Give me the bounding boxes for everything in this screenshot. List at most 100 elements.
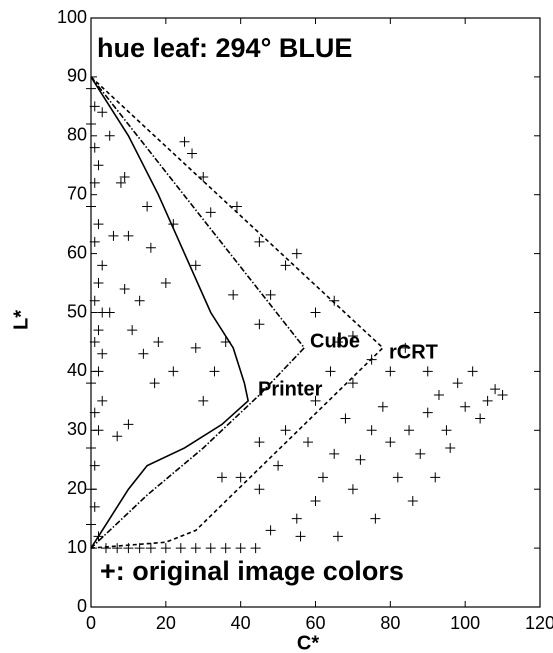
point: [179, 136, 190, 147]
point: [89, 460, 100, 471]
point: [332, 336, 343, 347]
point: [370, 513, 381, 524]
point: [422, 366, 433, 377]
point: [310, 395, 321, 406]
point: [89, 407, 100, 418]
point: [119, 172, 130, 183]
point: [310, 307, 321, 318]
line-label: Printer: [258, 378, 323, 400]
point: [317, 472, 328, 483]
point: [93, 531, 104, 542]
point: [168, 219, 179, 230]
annotation: +: original image colors: [100, 556, 404, 586]
point: [280, 425, 291, 436]
point: [93, 219, 104, 230]
gamut-line: [90, 76, 306, 549]
point: [329, 295, 340, 306]
point: [168, 366, 179, 377]
x-axis-label: C*: [297, 632, 319, 653]
x-tick-label: 20: [156, 613, 176, 633]
point: [422, 407, 433, 418]
point: [119, 283, 130, 294]
point: [112, 543, 123, 554]
point: [433, 389, 444, 400]
line-label: Cube: [310, 330, 360, 352]
point: [220, 336, 231, 347]
point: [86, 484, 96, 495]
point: [340, 413, 351, 424]
x-tick-label: 40: [231, 613, 251, 633]
y-tick-label: 40: [67, 360, 87, 380]
point: [265, 525, 276, 536]
point: [89, 177, 100, 188]
point: [104, 307, 115, 318]
point: [190, 260, 201, 271]
point: [112, 431, 123, 442]
x-tick-label: 0: [86, 613, 96, 633]
point: [123, 230, 134, 241]
point: [198, 395, 209, 406]
point: [108, 230, 119, 241]
point: [347, 378, 358, 389]
point: [115, 177, 126, 188]
point: [93, 160, 104, 171]
point: [142, 201, 153, 212]
y-tick-label: 50: [67, 301, 87, 321]
point: [97, 348, 108, 359]
point: [86, 201, 96, 212]
point: [329, 448, 340, 459]
point: [490, 384, 501, 395]
point: [254, 236, 265, 247]
point: [153, 336, 164, 347]
point: [250, 543, 261, 554]
point: [366, 354, 377, 365]
point: [198, 172, 209, 183]
y-tick-label: 70: [67, 183, 87, 203]
point: [415, 448, 426, 459]
point: [89, 236, 100, 247]
point: [460, 401, 471, 412]
point: [86, 442, 96, 453]
point: [100, 543, 111, 554]
point: [254, 319, 265, 330]
point: [89, 295, 100, 306]
point: [273, 460, 284, 471]
point: [134, 295, 145, 306]
point: [407, 495, 418, 506]
point: [325, 366, 336, 377]
point: [187, 148, 198, 159]
point: [93, 278, 104, 289]
point: [400, 342, 411, 353]
point: [291, 513, 302, 524]
point: [392, 472, 403, 483]
chart-title: hue leaf: 294° BLUE: [97, 33, 352, 63]
y-tick-label: 60: [67, 242, 87, 262]
point: [89, 336, 100, 347]
point: [86, 83, 96, 94]
point: [104, 130, 115, 141]
y-tick-label: 100: [57, 7, 87, 27]
point: [482, 395, 493, 406]
point: [295, 531, 306, 542]
point: [93, 366, 104, 377]
point: [93, 425, 104, 436]
point: [86, 519, 96, 530]
line-label: rCRT: [389, 341, 438, 363]
point: [445, 442, 456, 453]
x-tick-label: 100: [450, 613, 480, 633]
gamut-line: [90, 76, 385, 549]
point: [89, 101, 100, 112]
point: [291, 248, 302, 259]
x-tick-label: 120: [525, 613, 553, 633]
point: [175, 543, 186, 554]
point: [190, 342, 201, 353]
point: [149, 378, 160, 389]
point: [97, 260, 108, 271]
point: [254, 437, 265, 448]
point: [205, 207, 216, 218]
point: [228, 289, 239, 300]
point: [347, 331, 358, 342]
point: [190, 543, 201, 554]
y-tick-label: 90: [67, 66, 87, 86]
